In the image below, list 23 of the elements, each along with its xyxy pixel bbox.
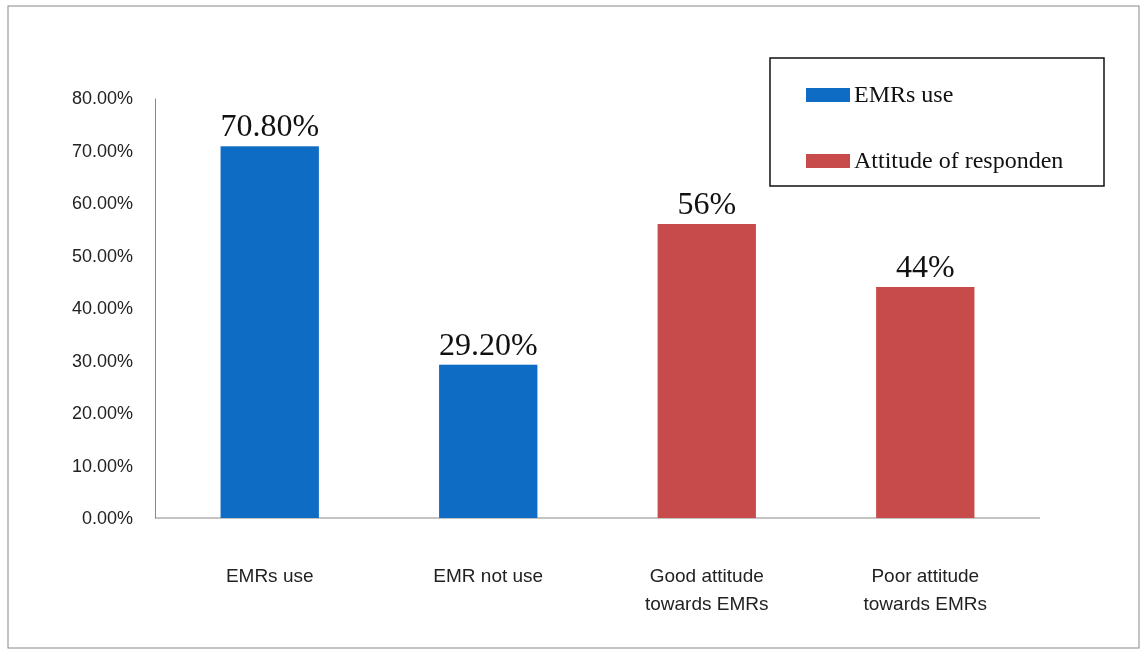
data-label: 56% [677, 185, 737, 221]
data-label: 29.20% [438, 325, 538, 362]
legend-label: EMRs use [854, 81, 954, 107]
x-tick-label: Good attitude towards EMRs [644, 565, 769, 614]
y-tick-label: 20.00% [71, 403, 133, 424]
x-tick-label: EMRs use [225, 565, 314, 586]
x-tick-label: EMR not use [433, 565, 544, 586]
y-tick-label: 40.00% [71, 298, 133, 319]
y-tick-label: 10.00% [71, 455, 133, 476]
data-label: 44% [895, 248, 955, 284]
y-tick-label: 0.00% [81, 508, 133, 529]
bar [657, 224, 756, 518]
y-tick-label: 30.00% [71, 350, 133, 371]
y-tick-label: 50.00% [71, 245, 133, 266]
y-tick-label: 70.00% [71, 140, 133, 161]
y-tick-label: 60.00% [71, 193, 133, 214]
data-label: 70.80% [220, 107, 320, 144]
bar [220, 146, 319, 518]
x-tick-label: Poor attitude towards EMRs [863, 565, 988, 614]
bar [439, 364, 538, 518]
bar [876, 287, 975, 518]
legend-label: Attitude of responden [854, 147, 1064, 173]
y-tick-label: 80.00% [71, 88, 133, 109]
